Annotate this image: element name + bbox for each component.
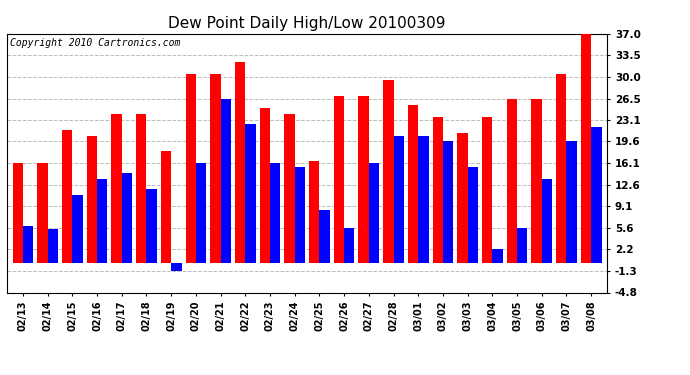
- Bar: [221, 99, 231, 263]
- Title: Dew Point Daily High/Low 20100309: Dew Point Daily High/Low 20100309: [168, 16, 446, 31]
- Bar: [235, 62, 245, 263]
- Bar: [334, 96, 344, 263]
- Bar: [48, 229, 58, 263]
- Bar: [506, 99, 517, 263]
- Bar: [319, 210, 330, 263]
- Bar: [443, 141, 453, 263]
- Bar: [369, 163, 380, 263]
- Bar: [566, 141, 577, 263]
- Bar: [72, 195, 83, 263]
- Bar: [542, 179, 552, 263]
- Bar: [457, 133, 468, 263]
- Bar: [210, 74, 221, 263]
- Bar: [408, 105, 418, 263]
- Bar: [259, 108, 270, 263]
- Bar: [97, 179, 108, 263]
- Bar: [270, 163, 280, 263]
- Bar: [556, 74, 566, 263]
- Text: Copyright 2010 Cartronics.com: Copyright 2010 Cartronics.com: [10, 38, 180, 48]
- Bar: [482, 117, 493, 263]
- Bar: [121, 173, 132, 263]
- Bar: [358, 96, 369, 263]
- Bar: [433, 117, 443, 263]
- Bar: [196, 163, 206, 263]
- Bar: [383, 80, 393, 263]
- Bar: [393, 136, 404, 263]
- Bar: [581, 34, 591, 263]
- Bar: [161, 152, 171, 263]
- Bar: [418, 136, 428, 263]
- Bar: [171, 263, 181, 271]
- Bar: [62, 130, 72, 263]
- Bar: [37, 163, 48, 263]
- Bar: [591, 127, 602, 263]
- Bar: [23, 226, 33, 263]
- Bar: [531, 99, 542, 263]
- Bar: [295, 167, 305, 263]
- Bar: [309, 160, 319, 263]
- Bar: [245, 123, 256, 263]
- Bar: [12, 163, 23, 263]
- Bar: [186, 74, 196, 263]
- Bar: [146, 189, 157, 263]
- Bar: [284, 114, 295, 263]
- Bar: [493, 249, 503, 263]
- Bar: [517, 228, 527, 263]
- Bar: [344, 228, 355, 263]
- Bar: [87, 136, 97, 263]
- Bar: [111, 114, 121, 263]
- Bar: [136, 114, 146, 263]
- Bar: [468, 167, 478, 263]
